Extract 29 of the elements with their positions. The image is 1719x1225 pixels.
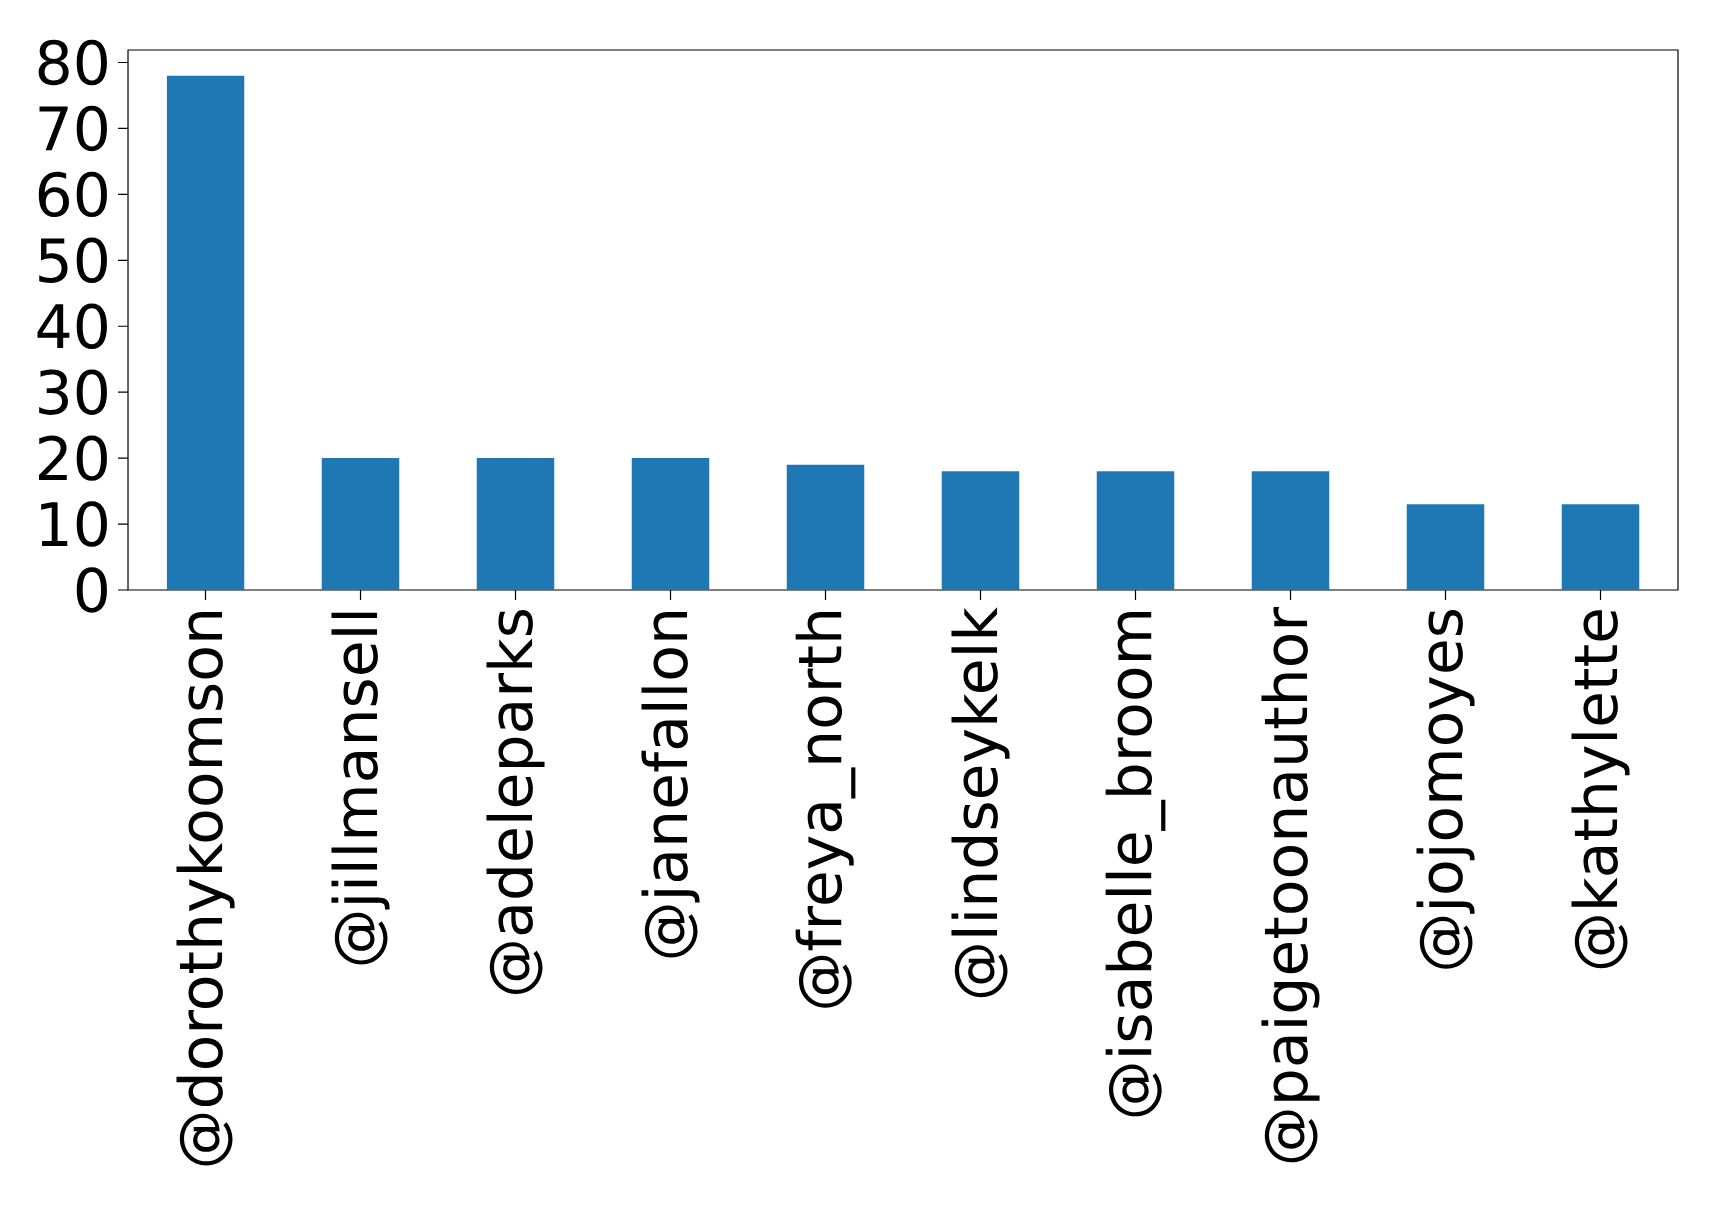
bar — [941, 471, 1020, 590]
x-tick-label: @freya_north — [795, 612, 856, 1008]
bar — [631, 458, 710, 590]
y-tick-label: 10 — [41, 501, 107, 547]
y-tick-label: 50 — [39, 237, 107, 284]
y-tick-label: 80 — [38, 39, 107, 86]
bar — [476, 458, 555, 590]
bar — [1096, 471, 1175, 590]
y-tick-label: 40 — [37, 303, 107, 349]
x-tick-label: @isabelle_broom — [1105, 612, 1166, 1117]
x-tick-label: @jojomoyes — [1416, 609, 1475, 969]
x-tick-label: @paigetoonauthor — [1261, 606, 1320, 1163]
x-tick-label: @dorothykoomson — [176, 612, 235, 1166]
x-tick-label: @lindseykelk — [951, 607, 1010, 998]
y-tick-label: 0 — [76, 567, 107, 613]
bar — [1406, 504, 1485, 590]
x-tick-label: @adeleparks — [486, 609, 545, 994]
x-tick-label: @kathylette — [1571, 610, 1630, 969]
x-tick-label: @janefallon — [641, 612, 700, 958]
bar — [166, 75, 245, 590]
bar — [1251, 471, 1330, 590]
bar — [321, 458, 400, 590]
y-tick-label: 60 — [38, 171, 107, 218]
y-tick-label: 70 — [39, 105, 107, 152]
bar — [1561, 504, 1640, 590]
bar — [786, 464, 865, 590]
y-tick-label: 30 — [39, 369, 107, 415]
y-tick-label: 20 — [38, 435, 107, 481]
x-tick-label: @jillmansell — [331, 612, 390, 965]
